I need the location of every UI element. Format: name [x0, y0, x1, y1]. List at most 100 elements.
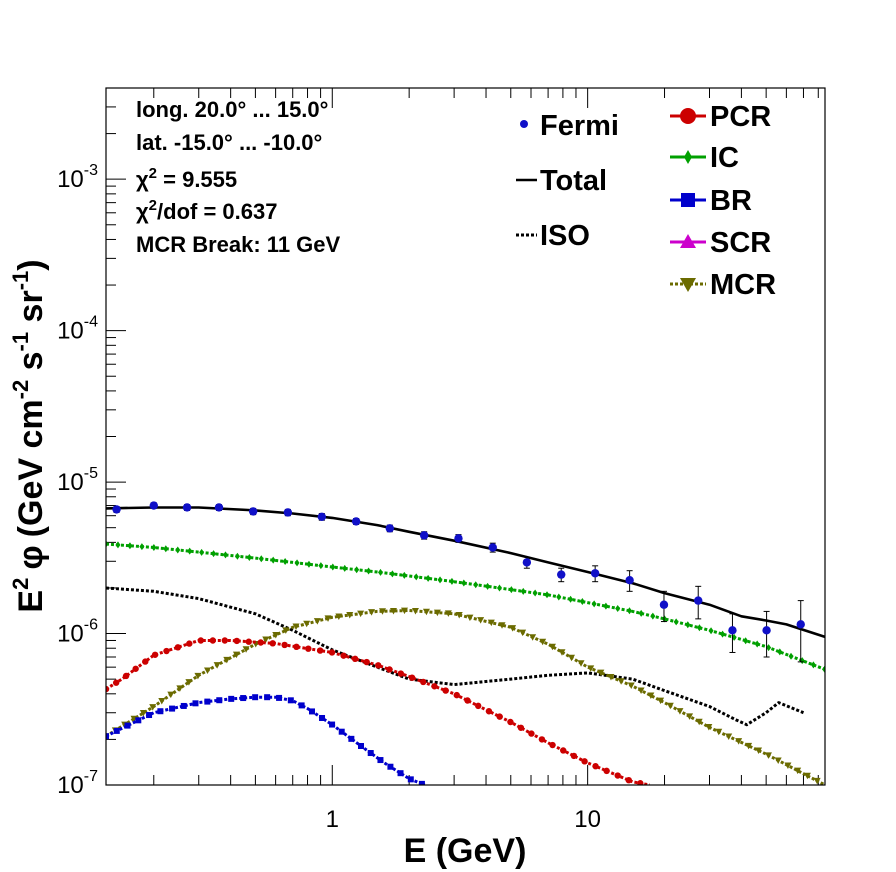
mcr-marker	[368, 609, 376, 616]
y-tick-label: 10-3	[57, 162, 98, 193]
mcr-marker	[149, 704, 157, 711]
x-axis-title: E (GeV)	[404, 832, 527, 870]
legend-scr-marker	[680, 234, 696, 248]
br-marker	[204, 698, 211, 705]
mcr-marker	[745, 742, 753, 750]
br-marker	[287, 697, 294, 704]
fermi-point	[796, 620, 805, 629]
mcr-marker	[558, 649, 566, 656]
markers-pcr	[106, 637, 644, 785]
mcr-marker	[292, 623, 300, 630]
fermi-point	[351, 517, 361, 526]
ic-marker	[425, 574, 431, 582]
pcr-marker	[233, 637, 240, 645]
br-marker	[169, 705, 176, 712]
plot-frame	[105, 87, 826, 786]
pcr-marker	[351, 655, 359, 663]
br-marker	[228, 695, 235, 702]
mcr-marker	[346, 612, 354, 619]
mcr-marker	[519, 629, 527, 637]
ic-marker	[473, 581, 479, 589]
ic-marker	[650, 612, 656, 620]
mcr-marker	[617, 678, 625, 685]
pcr-marker	[386, 666, 393, 673]
markers-br	[106, 694, 425, 785]
br-marker	[113, 727, 120, 734]
legend-mcr-label: MCR	[710, 269, 776, 301]
fermi-point	[454, 534, 463, 543]
pcr-marker	[581, 758, 588, 765]
pcr-marker	[420, 678, 427, 686]
legend-br-label: BR	[710, 185, 752, 217]
ic-marker	[246, 553, 252, 561]
mcr-marker	[803, 772, 811, 780]
fermi-point	[248, 507, 258, 516]
ic-marker	[638, 609, 644, 617]
br-marker	[367, 750, 374, 757]
mcr-marker	[213, 662, 221, 669]
br-marker	[338, 728, 345, 735]
ic-marker	[222, 551, 228, 559]
curve-pcr	[106, 639, 650, 785]
mcr-marker	[357, 610, 365, 618]
ic-marker	[199, 548, 205, 556]
y-tick-label: 10-7	[57, 768, 98, 799]
pcr-marker	[257, 639, 264, 646]
ic-marker	[151, 544, 157, 552]
pcr-marker	[485, 708, 493, 715]
mcr-marker	[477, 617, 485, 624]
ic-marker	[822, 665, 825, 673]
legend-fermi-marker	[520, 120, 528, 128]
pcr-marker	[269, 640, 276, 647]
pcr-marker	[397, 670, 404, 677]
mcr-marker	[735, 738, 743, 745]
mcr-marker	[232, 651, 240, 659]
y-tick-label: 10-5	[57, 465, 98, 496]
ic-marker	[461, 579, 467, 587]
ic-marker	[615, 604, 621, 612]
fermi-point	[694, 596, 703, 605]
ic-marker	[788, 652, 794, 660]
mcr-marker	[176, 685, 184, 692]
br-marker	[319, 714, 326, 721]
y-axis-title: E2φ(GeV cm-2 s-1 sr-1)	[8, 259, 50, 612]
info-annotations: long. 20.0° ... 15.0° lat. -15.0° ... -1…	[136, 97, 341, 257]
br-marker	[276, 694, 283, 701]
pcr-marker	[328, 649, 336, 656]
mcr-marker	[400, 607, 408, 615]
ic-marker	[673, 618, 679, 626]
pcr-marker	[475, 702, 482, 710]
ic-marker	[354, 566, 360, 574]
ic-marker	[449, 577, 455, 585]
pcr-marker	[592, 763, 599, 770]
legend-ic-label: IC	[710, 142, 739, 174]
ic-marker	[591, 600, 597, 608]
mcr-marker	[657, 697, 665, 705]
pcr-marker	[132, 665, 139, 672]
mcr-marker	[529, 634, 537, 641]
x-tick-label: 1	[326, 806, 339, 833]
annotation-chi2-dof: χ2/dof = 0.637	[136, 197, 277, 224]
ic-marker	[234, 552, 240, 560]
fermi-point	[762, 626, 771, 635]
pcr-marker	[453, 691, 460, 699]
mcr-marker	[568, 654, 576, 662]
ic-marker	[496, 584, 502, 592]
mcr-marker	[813, 777, 821, 785]
br-marker	[348, 735, 355, 742]
mcr-marker	[637, 687, 645, 694]
mcr-marker	[784, 762, 792, 770]
pcr-marker	[538, 736, 546, 743]
x-tick-label: 10	[574, 806, 601, 833]
ic-marker	[378, 568, 384, 576]
br-marker	[157, 708, 164, 715]
mcr-marker	[577, 660, 585, 667]
ic-marker	[766, 644, 772, 652]
fermi-point	[214, 503, 224, 512]
pcr-marker	[245, 638, 252, 645]
mcr-marker	[433, 609, 441, 617]
mcr-marker	[548, 643, 556, 651]
fermi-point	[283, 508, 293, 517]
annotation-latitude: lat. -15.0° ... -10.0°	[136, 130, 322, 155]
